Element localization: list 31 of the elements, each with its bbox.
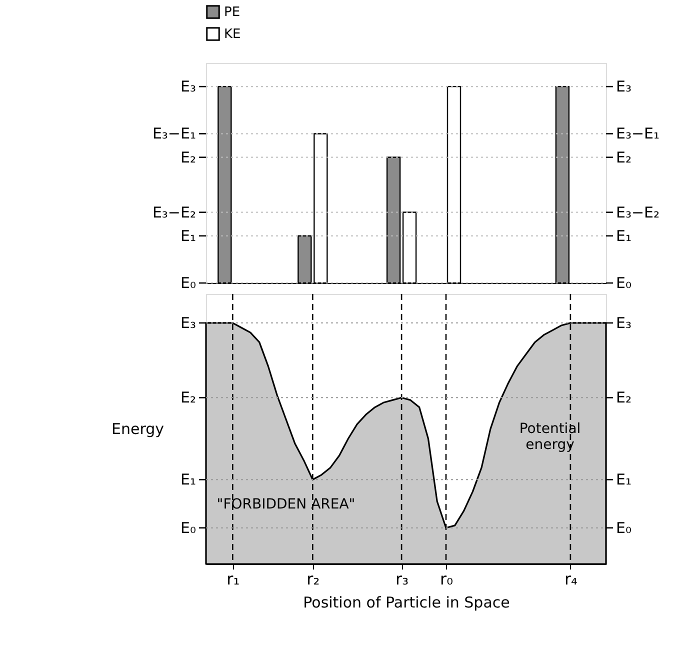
text: E₀ bbox=[616, 274, 632, 292]
annotation: Potential energy bbox=[519, 421, 581, 453]
ref-line-label: E₁ bbox=[180, 226, 196, 245]
ref-line-label: E₂ bbox=[180, 388, 196, 407]
ref-line-label: E₃ bbox=[180, 314, 196, 332]
annotation: "FORBIDDEN AREA" bbox=[216, 496, 356, 513]
legend-label: KE bbox=[224, 27, 241, 42]
text: E₂ bbox=[616, 388, 632, 407]
ref-line-label: E₃−E₂ bbox=[152, 203, 196, 222]
x-tick-label: r₄ bbox=[564, 570, 578, 588]
x-axis-title: Position of Particle in Space bbox=[303, 594, 510, 612]
text: E₃ bbox=[616, 314, 632, 332]
text: E₁ bbox=[616, 470, 632, 489]
ref-line-label: E₃ bbox=[180, 78, 196, 96]
text: E₀ bbox=[616, 518, 632, 537]
ref-line-label: E₂ bbox=[180, 148, 196, 166]
ref-line-label: E₁ bbox=[180, 470, 196, 489]
ref-line-label: E₀ bbox=[180, 274, 196, 292]
x-tick-label: r₃ bbox=[396, 570, 409, 588]
text: E₃ bbox=[616, 78, 632, 96]
ref-line-label: E₀ bbox=[180, 518, 196, 537]
text: E₁ bbox=[616, 226, 632, 245]
text: E₃−E₁ bbox=[616, 124, 660, 143]
ref-line-label: E₃−E₁ bbox=[152, 124, 196, 143]
text: E₂ bbox=[616, 148, 632, 166]
legend-label: PE bbox=[224, 5, 240, 20]
x-tick-label: r₀ bbox=[440, 570, 453, 588]
x-tick-label: r₂ bbox=[306, 570, 320, 588]
x-tick-label: r₁ bbox=[226, 570, 240, 588]
y-axis-title: Energy bbox=[111, 420, 164, 438]
text: E₃−E₂ bbox=[616, 203, 660, 222]
